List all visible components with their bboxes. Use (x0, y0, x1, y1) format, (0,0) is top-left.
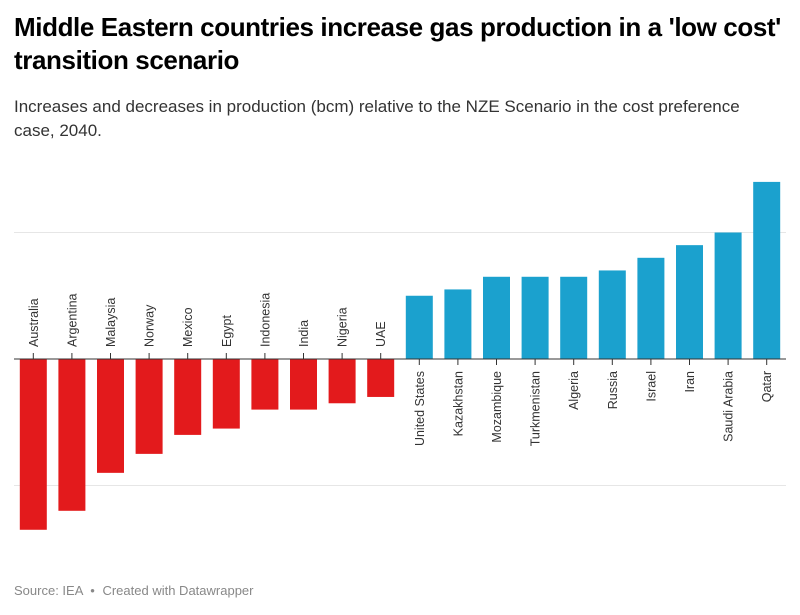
category-label: Indonesia (258, 293, 272, 347)
bar-saudi-arabia[interactable] (714, 232, 742, 360)
bar-kazakhstan[interactable] (444, 289, 472, 359)
bar-uae[interactable] (367, 359, 395, 397)
bar-argentina[interactable] (58, 359, 86, 511)
bar-israel[interactable] (637, 257, 665, 359)
bar-mexico[interactable] (174, 359, 202, 435)
x-axis (14, 353, 786, 365)
category-label: India (297, 320, 311, 347)
category-label: Algeria (567, 371, 581, 410)
category-label: Mozambique (490, 371, 504, 443)
category-label: Mexico (181, 307, 195, 347)
bar-india[interactable] (290, 359, 317, 410)
category-labels: Australia Argentina Malaysia Norway Mexico Eg… (27, 293, 774, 447)
category-label: Russia (606, 371, 620, 409)
credit-link[interactable]: Created with Datawrapper (102, 583, 254, 598)
bar-united-states[interactable] (405, 295, 433, 359)
bar-qatar[interactable] (753, 181, 781, 359)
footer: Source: IEA • Created with Datawrapper (14, 583, 254, 598)
bar-algeria[interactable] (560, 276, 588, 359)
category-label: Turkmenistan (529, 371, 543, 446)
category-label: Qatar (760, 371, 774, 402)
category-label: Egypt (220, 315, 234, 347)
category-label: Iran (683, 371, 697, 393)
category-label: UAE (374, 321, 388, 347)
bar-indonesia[interactable] (251, 359, 279, 410)
category-label: Malaysia (104, 298, 118, 347)
chart-title: Middle Eastern countries increase gas pr… (14, 12, 781, 75)
bar-malaysia[interactable] (97, 359, 124, 473)
category-label: Saudi Arabia (722, 371, 736, 442)
category-label: United States (413, 371, 427, 446)
bar-nigeria[interactable] (328, 359, 356, 404)
category-label: Israel (644, 371, 658, 402)
category-label: Nigeria (336, 307, 350, 347)
bar-australia[interactable] (19, 359, 47, 530)
bar-norway[interactable] (135, 359, 163, 454)
bar-russia[interactable] (598, 270, 626, 359)
bars (19, 181, 781, 530)
category-label: Argentina (65, 293, 79, 347)
bar-egypt[interactable] (212, 359, 240, 429)
category-label: Norway (143, 304, 157, 347)
gridlines (14, 232, 786, 486)
category-label: Kazakhstan (451, 371, 465, 436)
source-text: Source: IEA (14, 583, 83, 598)
bar-iran[interactable] (676, 245, 703, 359)
category-label: Australia (27, 298, 41, 347)
bar-turkmenistan[interactable] (521, 276, 549, 359)
bar-mozambique[interactable] (483, 276, 510, 359)
footer-separator: • (90, 583, 95, 598)
chart-subtitle: Increases and decreases in production (b… (14, 97, 740, 140)
